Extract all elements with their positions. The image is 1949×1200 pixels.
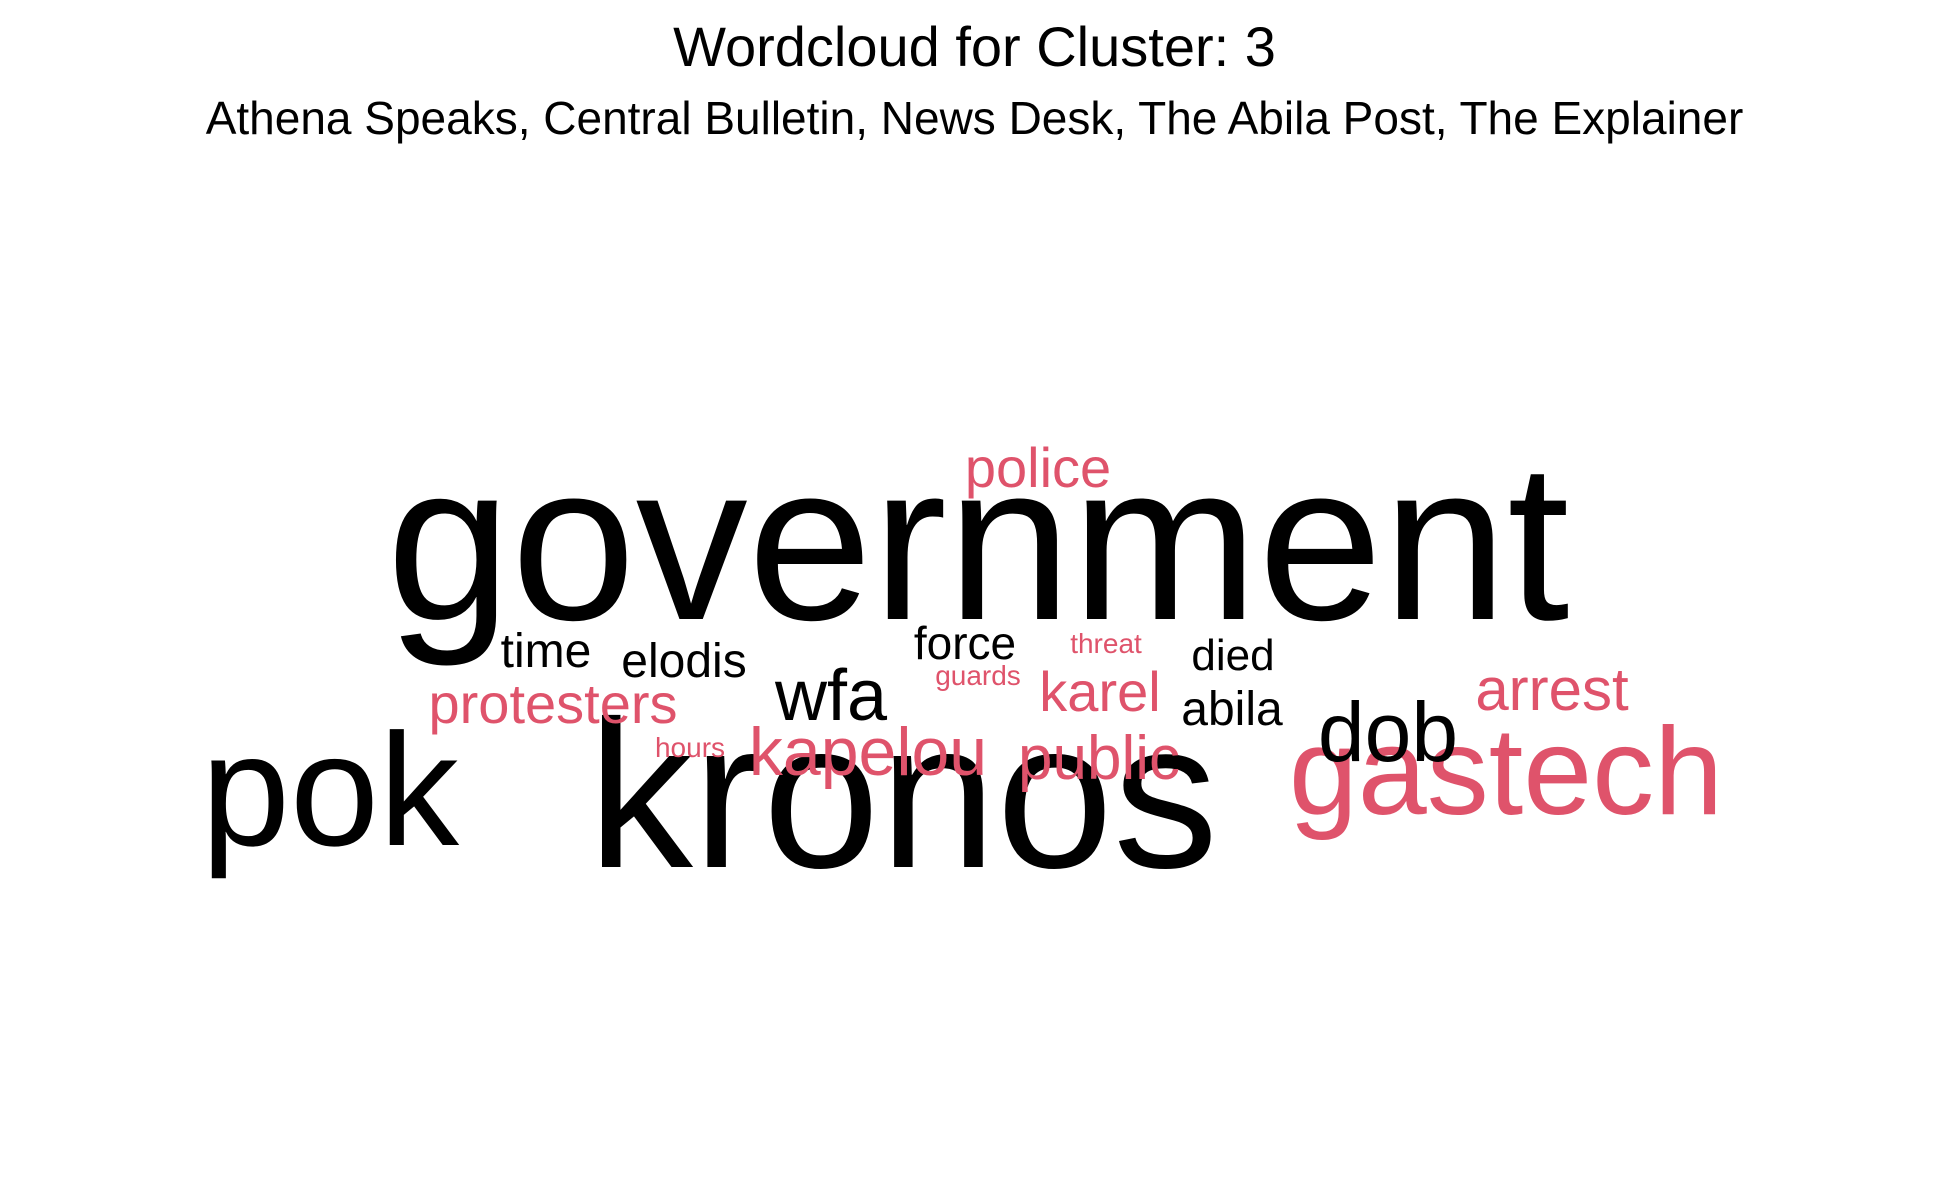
word-public: public bbox=[1018, 724, 1180, 793]
word-time: time bbox=[500, 625, 592, 678]
word-arrest: arrest bbox=[1475, 656, 1629, 723]
word-elodis: elodis bbox=[621, 635, 747, 688]
word-kapelou: kapelou bbox=[748, 714, 988, 790]
chart-subtitle: Athena Speaks, Central Bulletin, News De… bbox=[205, 92, 1744, 144]
word-force: force bbox=[913, 617, 1017, 669]
word-pok: pok bbox=[201, 700, 459, 879]
word-threat: threat bbox=[1070, 628, 1142, 659]
word-police: police bbox=[964, 436, 1112, 499]
word-wfa: wfa bbox=[774, 656, 888, 736]
word-karel: karel bbox=[1039, 660, 1161, 723]
word-hours: hours bbox=[654, 732, 726, 763]
word-abila: abila bbox=[1181, 683, 1283, 736]
word-dob: dob bbox=[1317, 685, 1459, 779]
word-guards: guards bbox=[935, 660, 1021, 691]
word-gastech: gastech bbox=[1288, 703, 1724, 841]
word-died: died bbox=[1191, 631, 1275, 680]
word-kronos: kronos bbox=[587, 677, 1219, 912]
chart-title: Wordcloud for Cluster: 3 bbox=[673, 15, 1276, 78]
word-government: government bbox=[386, 417, 1570, 667]
word-protesters: protesters bbox=[428, 672, 678, 735]
